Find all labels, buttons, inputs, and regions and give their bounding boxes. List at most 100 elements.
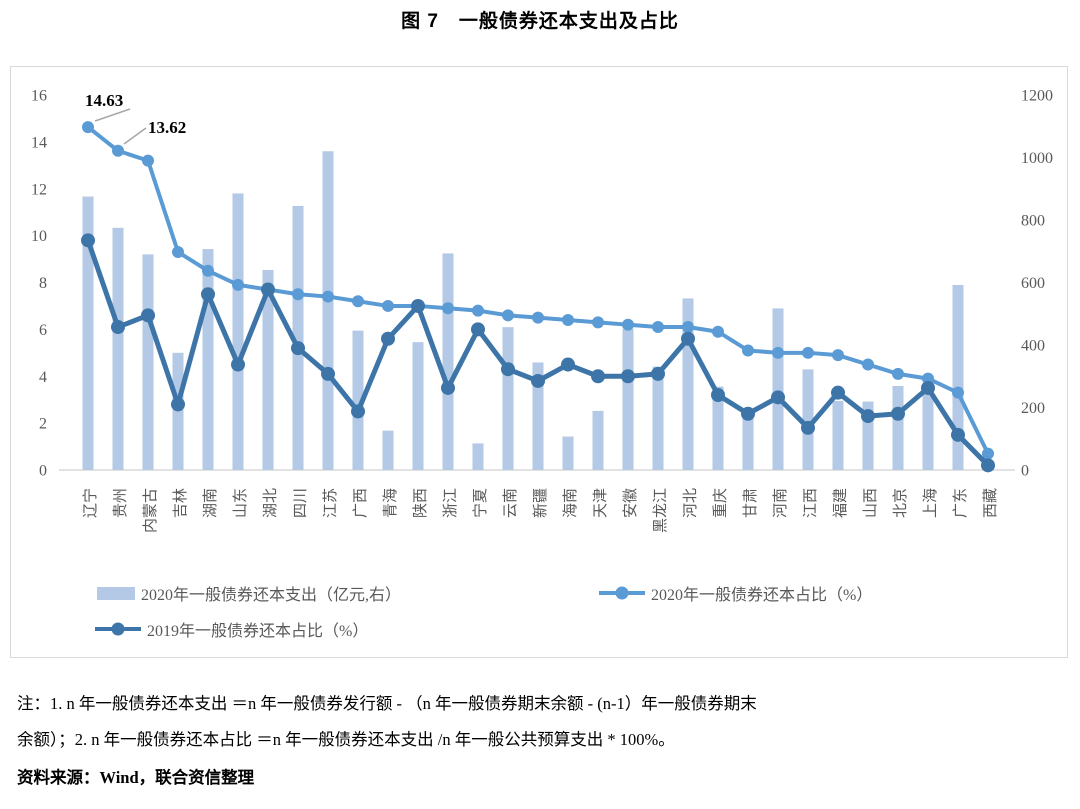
legend-item-line-2020: 2020年一般债券还本占比（%） — [599, 581, 872, 605]
bar-海南 — [562, 436, 574, 470]
note-line-1: 注：1. n 年一般债券还本支出 ＝n 年一般债券发行额 - （n 年一般债券期… — [17, 694, 757, 713]
line-2020-ratio-marker — [82, 121, 94, 134]
line-2020-ratio-marker — [592, 316, 604, 329]
bar-河北 — [682, 298, 694, 470]
line-2019-ratio-marker — [891, 406, 905, 421]
line-2019-ratio-marker — [291, 341, 305, 356]
line-2019-ratio-marker — [261, 282, 275, 297]
bar-湖南 — [202, 249, 214, 470]
x-axis-label-山东: 山东 — [232, 488, 249, 518]
line-2020-ratio-marker — [172, 246, 184, 259]
line-2020-ratio-marker — [682, 321, 694, 334]
left-axis-tick: 8 — [39, 275, 47, 292]
line-2019-ratio-marker — [381, 331, 395, 346]
x-axis-label-浙江: 浙江 — [442, 488, 459, 518]
line-2020-ratio-marker — [202, 264, 214, 277]
line-2020-ratio-marker — [382, 299, 394, 312]
bar-安徽 — [622, 328, 634, 470]
x-axis-label-黑龙江: 黑龙江 — [652, 488, 669, 533]
line-2019-ratio-marker — [561, 357, 575, 372]
x-axis-label-青海: 青海 — [382, 488, 399, 518]
bar-广西 — [352, 330, 364, 470]
bar-黑龙江 — [652, 366, 664, 470]
bar-辽宁 — [82, 196, 94, 470]
right-axis-tick: 1200 — [1021, 88, 1053, 105]
x-axis-label-内蒙古: 内蒙古 — [142, 488, 159, 533]
bar-江苏 — [322, 151, 334, 470]
right-axis-tick: 400 — [1021, 338, 1045, 355]
line-2019-ratio-marker — [201, 287, 215, 302]
x-axis-label-山西: 山西 — [862, 488, 879, 518]
left-axis-tick: 12 — [31, 181, 47, 198]
line-2019-ratio-marker — [141, 308, 155, 323]
right-axis-tick: 200 — [1021, 400, 1045, 417]
line-2020-ratio-marker — [322, 290, 334, 303]
x-axis-label-湖南: 湖南 — [202, 488, 219, 518]
line-2020-ratio-marker — [442, 302, 454, 315]
bar-江西 — [802, 369, 814, 470]
legend-line2020-marker-icon — [615, 586, 629, 600]
legend-line2019-label: 2019年一般债券还本占比（%） — [147, 623, 369, 640]
line-2020-ratio-marker — [892, 367, 904, 380]
bar-宁夏 — [472, 443, 484, 470]
legend-line2020-swatch — [599, 586, 645, 600]
left-axis-tick: 0 — [39, 463, 47, 480]
line-2019-ratio-marker — [81, 233, 95, 248]
line-2019-ratio-marker — [651, 366, 665, 381]
annotation-leader-line — [94, 108, 131, 122]
left-axis-tick: 10 — [31, 228, 47, 245]
line-2019-ratio-marker — [591, 369, 605, 384]
bar-重庆 — [712, 386, 724, 470]
line-2020-ratio-marker — [142, 154, 154, 167]
line-2020-ratio-marker — [982, 447, 994, 460]
legend-bar-swatch — [97, 586, 135, 600]
line-2020-ratio-marker — [532, 311, 544, 324]
bar-山东 — [232, 193, 244, 470]
chart-notes: 注：1. n 年一般债券还本支出 ＝n 年一般债券发行额 - （n 年一般债券期… — [17, 686, 1067, 796]
line-2020-ratio-marker — [292, 288, 304, 301]
note-line-2: 余额）；2. n 年一般债券还本占比 ＝n 年一般债券还本支出 /n 年一般公共… — [17, 730, 675, 749]
x-axis-label-福建: 福建 — [832, 488, 849, 518]
left-axis-tick: 16 — [31, 88, 47, 105]
left-axis-tick: 14 — [31, 134, 47, 151]
x-axis-label-陕西: 陕西 — [412, 488, 429, 518]
line-2019-ratio-marker — [951, 427, 965, 442]
line-2020-ratio-marker — [112, 144, 124, 157]
line-2020-ratio-marker — [802, 346, 814, 359]
line-2020-ratio-marker — [622, 318, 634, 331]
line-2020-ratio-marker — [922, 372, 934, 385]
x-axis-label-新疆: 新疆 — [532, 488, 549, 518]
line-2019-ratio-marker — [321, 366, 335, 381]
line-2019-ratio-marker — [681, 331, 695, 346]
line-2019-ratio-marker — [801, 420, 815, 435]
legend-item-line-2019: 2019年一般债券还本占比（%） — [95, 617, 368, 641]
bar-浙江 — [442, 253, 454, 470]
bar-湖北 — [262, 270, 274, 470]
bar-甘肃 — [742, 418, 754, 470]
right-axis-tick: 1000 — [1021, 150, 1053, 167]
chart-area: 0 2 4 6 8 10 12 14 16 0 200 400 600 800 1000 1200 辽宁 贵州 内蒙… — [10, 66, 1068, 658]
line-2020-ratio-marker — [352, 295, 364, 308]
bar-天津 — [592, 410, 604, 470]
combo-chart: 0 2 4 6 8 10 12 14 16 0 200 400 600 800 1000 1200 辽宁 贵州 内蒙… — [31, 88, 1053, 534]
bar-吉林 — [172, 352, 184, 470]
line-2019-ratio-marker — [741, 406, 755, 421]
x-axis-label-四川: 四川 — [293, 488, 309, 518]
bar-贵州 — [112, 227, 124, 470]
line-2019-ratio-marker — [111, 320, 125, 335]
x-axis-label-江西: 江西 — [802, 488, 819, 518]
x-axis-label-河南: 河南 — [772, 488, 789, 518]
right-axis-tick: 0 — [1021, 463, 1029, 480]
right-axis-tick: 600 — [1021, 275, 1045, 292]
data-label-14.63: 14.63 — [85, 91, 123, 110]
line-2020-ratio-marker — [712, 325, 724, 338]
line-2019-ratio-marker — [501, 362, 515, 377]
bar-福建 — [832, 400, 844, 470]
legend-item-bar: 2020年一般债券还本支出（亿元,右） — [97, 581, 401, 605]
line-2020-ratio-marker — [472, 304, 484, 317]
source-line: 资料来源：Wind，联合资信整理 — [17, 768, 255, 787]
x-axis-label-天津: 天津 — [592, 488, 609, 518]
left-axis-tick: 6 — [39, 322, 47, 339]
line-2020-ratio-marker — [952, 386, 964, 399]
line-2019-ratio-marker — [351, 404, 365, 419]
